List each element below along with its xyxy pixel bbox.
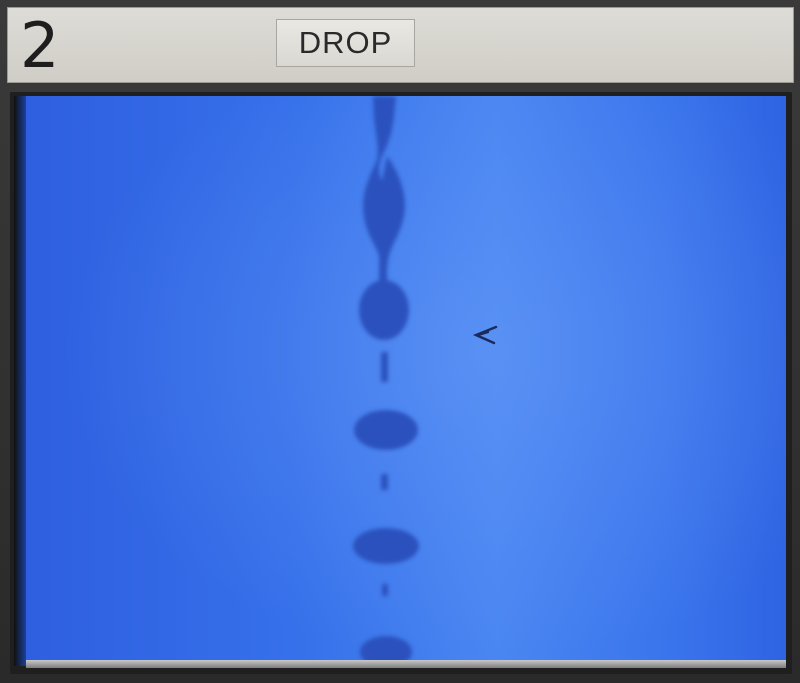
satellite-drop-2 (381, 474, 388, 490)
channel-number: 2 (20, 9, 60, 82)
screen-side-shadow (14, 96, 26, 666)
primary-droplet (359, 280, 409, 340)
satellite-drop-1 (381, 352, 388, 382)
drop-camera-view[interactable] (26, 96, 786, 662)
screen-bottom-edge (26, 660, 786, 668)
drop-mode-button[interactable]: DROP (276, 19, 415, 67)
jet-filament (379, 258, 387, 286)
droplet-stream (353, 96, 419, 662)
satellite-drop-3 (382, 584, 388, 596)
drop-camera-image (26, 96, 786, 662)
droplet-2 (354, 410, 418, 450)
droplet-4 (360, 636, 412, 662)
cursor-arrow-icon (472, 325, 498, 345)
screen-glow (26, 96, 786, 662)
droplet-3 (353, 528, 419, 564)
jet-neck (363, 96, 406, 276)
header-label-strip: 2 DROP (7, 7, 794, 83)
